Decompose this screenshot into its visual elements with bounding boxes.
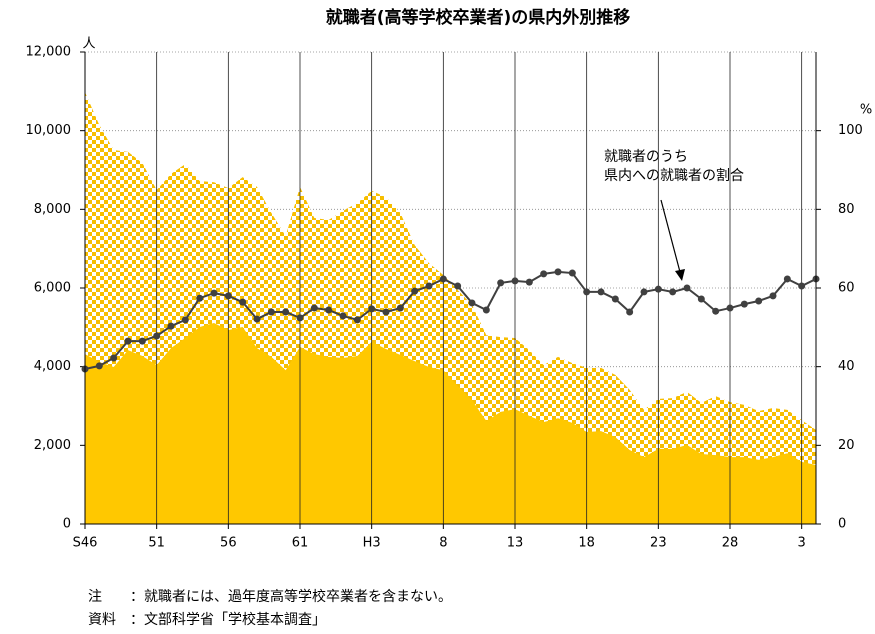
line-point bbox=[196, 294, 204, 302]
y2-tick-label: 80 bbox=[838, 202, 855, 217]
line-point bbox=[798, 282, 806, 290]
y-tick-label: 10,000 bbox=[26, 123, 72, 138]
line-point bbox=[124, 337, 132, 345]
annotation: 県内への就職者の割合 bbox=[604, 167, 744, 184]
line-point bbox=[626, 308, 634, 316]
line-point bbox=[640, 288, 648, 296]
line-point bbox=[568, 269, 576, 277]
source-text: ：文部科学省「学校基本調査」 bbox=[130, 611, 326, 628]
line-point bbox=[110, 354, 118, 362]
line-point bbox=[310, 304, 318, 312]
y2-tick-label: 100 bbox=[838, 123, 863, 138]
line-point bbox=[224, 292, 232, 300]
x-tick-label: 3 bbox=[798, 536, 806, 551]
line-point bbox=[454, 282, 462, 290]
line-point bbox=[181, 316, 189, 324]
note-label: 注 bbox=[88, 589, 102, 605]
y-tick-label: 8,000 bbox=[34, 202, 71, 217]
line-point bbox=[597, 288, 605, 296]
line-point bbox=[439, 275, 447, 283]
line-point bbox=[511, 277, 519, 285]
line-point bbox=[583, 288, 591, 296]
y-unit: 人 bbox=[82, 37, 95, 52]
line-point bbox=[396, 304, 404, 312]
line-point bbox=[382, 308, 390, 316]
y2-tick-label: 40 bbox=[838, 359, 855, 374]
line-point bbox=[683, 284, 691, 292]
line-point bbox=[769, 292, 777, 300]
line-point bbox=[468, 299, 476, 307]
y2-tick-label: 20 bbox=[838, 438, 855, 453]
line-point bbox=[167, 322, 175, 330]
line-point bbox=[267, 308, 275, 316]
line-point bbox=[497, 279, 505, 287]
note-text: ：就職者には、過年度高等学校卒業者を含まない。 bbox=[130, 588, 452, 605]
line-point bbox=[554, 268, 562, 276]
x-tick-label: 13 bbox=[507, 536, 524, 551]
line-point bbox=[339, 312, 347, 320]
x-tick-label: 56 bbox=[220, 536, 237, 551]
line-point bbox=[253, 315, 261, 323]
area bbox=[85, 323, 816, 524]
line-point bbox=[669, 288, 677, 296]
line-point bbox=[239, 298, 247, 306]
line-point bbox=[755, 297, 763, 305]
line-point bbox=[296, 314, 304, 322]
x-tick-label: H3 bbox=[363, 536, 381, 551]
x-tick-label: 18 bbox=[578, 536, 595, 551]
y2-tick-label: 60 bbox=[838, 281, 855, 296]
line-point bbox=[654, 285, 662, 293]
x-tick-label: 23 bbox=[650, 536, 667, 551]
line-point bbox=[153, 332, 161, 340]
y-tick-label: 4,000 bbox=[34, 359, 71, 374]
line-point bbox=[611, 295, 619, 303]
annotation-arrowhead bbox=[675, 269, 685, 281]
line-point bbox=[425, 282, 433, 290]
line-point bbox=[482, 306, 490, 314]
line-point bbox=[95, 362, 103, 370]
line-point bbox=[411, 287, 419, 295]
annotation: 就職者のうち bbox=[604, 149, 688, 165]
line bbox=[84, 270, 817, 371]
line-point bbox=[740, 300, 748, 308]
line-point bbox=[726, 304, 734, 312]
y2-unit: % bbox=[860, 103, 872, 118]
x-tick-label: 51 bbox=[148, 536, 165, 551]
line-point bbox=[712, 307, 720, 315]
chart-title: 就職者(高等学校卒業者)の県内外別推移 bbox=[326, 7, 631, 28]
annotation-arrow bbox=[660, 199, 681, 273]
x-tick-label: 8 bbox=[439, 536, 447, 551]
line-point bbox=[525, 278, 533, 286]
source-label: 資料 bbox=[88, 612, 116, 628]
line-point bbox=[368, 305, 376, 313]
line-point bbox=[540, 270, 548, 278]
line-point bbox=[210, 289, 218, 297]
x-tick-label: 61 bbox=[292, 536, 309, 551]
y2-tick-label: 0 bbox=[838, 517, 846, 532]
line-point bbox=[325, 306, 333, 314]
y-tick-label: 6,000 bbox=[34, 281, 71, 296]
x-tick-label: S46 bbox=[73, 536, 98, 551]
line-point bbox=[783, 275, 791, 283]
line-point bbox=[353, 316, 361, 324]
x-tick-label: 28 bbox=[722, 536, 739, 551]
y-tick-label: 2,000 bbox=[34, 438, 71, 453]
line-point bbox=[697, 295, 705, 303]
y-tick-label: 0 bbox=[63, 517, 71, 532]
line-point bbox=[138, 337, 146, 345]
line-point bbox=[282, 308, 290, 316]
y-tick-label: 12,000 bbox=[26, 45, 72, 60]
